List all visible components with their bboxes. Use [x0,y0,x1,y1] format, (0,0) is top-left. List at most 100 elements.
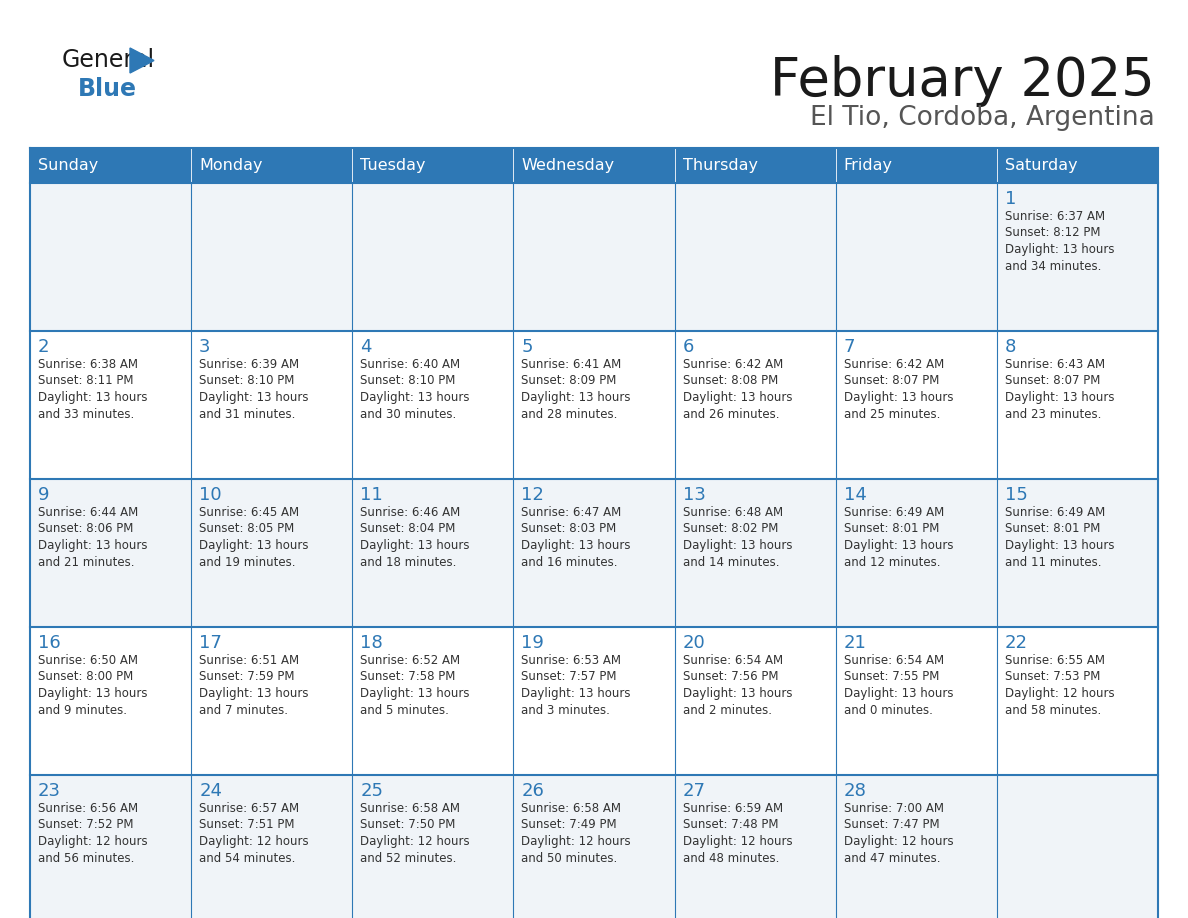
Text: 18: 18 [360,634,383,652]
Text: Daylight: 13 hours: Daylight: 13 hours [843,687,953,700]
Text: Sunrise: 6:55 AM: Sunrise: 6:55 AM [1005,654,1105,667]
Bar [675,148,835,183]
Bar [30,148,191,183]
Text: Sunset: 8:10 PM: Sunset: 8:10 PM [200,375,295,387]
Text: Sunrise: 6:56 AM: Sunrise: 6:56 AM [38,802,138,815]
Text: Sunrise: 6:48 AM: Sunrise: 6:48 AM [683,506,783,519]
Text: 8: 8 [1005,338,1016,356]
Text: 27: 27 [683,782,706,800]
Text: and 16 minutes.: and 16 minutes. [522,555,618,568]
Text: Sunset: 8:01 PM: Sunset: 8:01 PM [843,522,939,535]
Text: 10: 10 [200,486,222,504]
Text: 1: 1 [1005,190,1016,208]
Text: 11: 11 [360,486,383,504]
Bar [353,183,513,331]
Bar [191,775,353,918]
Bar [513,183,675,331]
Text: Sunset: 7:56 PM: Sunset: 7:56 PM [683,670,778,684]
Bar [835,775,997,918]
Text: and 48 minutes.: and 48 minutes. [683,852,779,865]
Bar [997,148,1158,183]
Text: 5: 5 [522,338,533,356]
Bar [675,331,835,479]
Text: and 23 minutes.: and 23 minutes. [1005,408,1101,420]
Text: Sunset: 8:10 PM: Sunset: 8:10 PM [360,375,456,387]
Text: Sunset: 8:05 PM: Sunset: 8:05 PM [200,522,295,535]
Text: Sunrise: 6:37 AM: Sunrise: 6:37 AM [1005,210,1105,223]
Text: 16: 16 [38,634,61,652]
Text: Sunrise: 6:58 AM: Sunrise: 6:58 AM [360,802,460,815]
Bar [997,479,1158,627]
Bar [675,627,835,775]
Text: Daylight: 13 hours: Daylight: 13 hours [38,391,147,404]
Text: Daylight: 13 hours: Daylight: 13 hours [683,391,792,404]
Text: Sunrise: 6:50 AM: Sunrise: 6:50 AM [38,654,138,667]
Text: Sunset: 7:50 PM: Sunset: 7:50 PM [360,819,456,832]
Text: Sunrise: 6:42 AM: Sunrise: 6:42 AM [843,358,944,371]
Text: Daylight: 12 hours: Daylight: 12 hours [360,835,470,848]
Bar [675,183,835,331]
Text: and 54 minutes.: and 54 minutes. [200,852,296,865]
Text: Sunday: Sunday [38,158,99,173]
Text: and 56 minutes.: and 56 minutes. [38,852,134,865]
Text: and 30 minutes.: and 30 minutes. [360,408,456,420]
Text: Sunset: 7:58 PM: Sunset: 7:58 PM [360,670,456,684]
Text: Sunset: 8:07 PM: Sunset: 8:07 PM [1005,375,1100,387]
Text: Sunset: 7:59 PM: Sunset: 7:59 PM [200,670,295,684]
Bar [997,775,1158,918]
Text: Sunset: 7:53 PM: Sunset: 7:53 PM [1005,670,1100,684]
Text: Daylight: 13 hours: Daylight: 13 hours [522,539,631,552]
Bar [835,627,997,775]
Text: Daylight: 12 hours: Daylight: 12 hours [843,835,953,848]
Text: Daylight: 12 hours: Daylight: 12 hours [522,835,631,848]
Text: Sunrise: 6:49 AM: Sunrise: 6:49 AM [843,506,944,519]
Text: 26: 26 [522,782,544,800]
Text: and 25 minutes.: and 25 minutes. [843,408,940,420]
Text: El Tio, Cordoba, Argentina: El Tio, Cordoba, Argentina [810,105,1155,131]
Text: and 7 minutes.: and 7 minutes. [200,703,289,717]
Text: Sunset: 8:01 PM: Sunset: 8:01 PM [1005,522,1100,535]
Text: Daylight: 13 hours: Daylight: 13 hours [683,539,792,552]
Text: 15: 15 [1005,486,1028,504]
Text: Tuesday: Tuesday [360,158,425,173]
Text: and 31 minutes.: and 31 minutes. [200,408,296,420]
Text: and 47 minutes.: and 47 minutes. [843,852,940,865]
Text: Sunset: 8:11 PM: Sunset: 8:11 PM [38,375,133,387]
Bar [30,775,191,918]
Text: Daylight: 13 hours: Daylight: 13 hours [200,687,309,700]
Text: Sunset: 8:08 PM: Sunset: 8:08 PM [683,375,778,387]
Text: 7: 7 [843,338,855,356]
Bar [513,331,675,479]
Text: 28: 28 [843,782,866,800]
Text: 6: 6 [683,338,694,356]
Bar [191,331,353,479]
Text: Sunrise: 6:44 AM: Sunrise: 6:44 AM [38,506,138,519]
Text: Sunrise: 6:45 AM: Sunrise: 6:45 AM [200,506,299,519]
Text: 17: 17 [200,634,222,652]
Text: Sunset: 7:49 PM: Sunset: 7:49 PM [522,819,617,832]
Text: Daylight: 12 hours: Daylight: 12 hours [38,835,147,848]
Text: Daylight: 13 hours: Daylight: 13 hours [38,687,147,700]
Text: Sunset: 8:09 PM: Sunset: 8:09 PM [522,375,617,387]
Text: Sunrise: 6:46 AM: Sunrise: 6:46 AM [360,506,461,519]
Text: Daylight: 13 hours: Daylight: 13 hours [683,687,792,700]
Bar [513,627,675,775]
Text: Sunset: 8:04 PM: Sunset: 8:04 PM [360,522,456,535]
Text: Sunrise: 6:49 AM: Sunrise: 6:49 AM [1005,506,1105,519]
Bar [191,183,353,331]
Text: Sunrise: 6:57 AM: Sunrise: 6:57 AM [200,802,299,815]
Bar [353,775,513,918]
Text: 12: 12 [522,486,544,504]
Text: Daylight: 13 hours: Daylight: 13 hours [843,539,953,552]
Text: Sunrise: 6:54 AM: Sunrise: 6:54 AM [843,654,943,667]
Text: and 28 minutes.: and 28 minutes. [522,408,618,420]
Text: 4: 4 [360,338,372,356]
Text: Sunrise: 6:51 AM: Sunrise: 6:51 AM [200,654,299,667]
Text: Sunset: 7:47 PM: Sunset: 7:47 PM [843,819,940,832]
Text: Daylight: 13 hours: Daylight: 13 hours [1005,391,1114,404]
Text: and 34 minutes.: and 34 minutes. [1005,260,1101,273]
Text: Sunrise: 6:59 AM: Sunrise: 6:59 AM [683,802,783,815]
Text: Sunrise: 6:54 AM: Sunrise: 6:54 AM [683,654,783,667]
Bar [513,775,675,918]
Text: 25: 25 [360,782,384,800]
